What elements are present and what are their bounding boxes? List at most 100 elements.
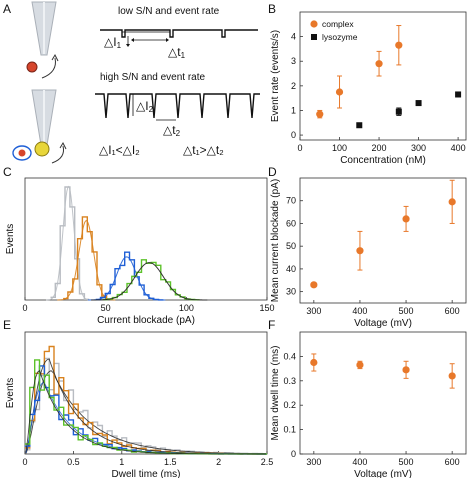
- x-tick-label: 500: [399, 306, 414, 316]
- panel-d-chart: 300 400 500 600 30 40 50 60 70 Voltage (mV) Mean c…: [270, 177, 467, 329]
- y-tick-label: 0.2: [283, 400, 296, 410]
- legend-marker: [310, 20, 318, 28]
- data-point-square: [356, 122, 363, 129]
- delta-i2-label: △I2: [136, 99, 154, 114]
- histogram-series: [25, 345, 267, 455]
- x-tick-label: 0.5: [67, 457, 80, 467]
- x-tick-label: 600: [445, 457, 460, 467]
- x-tick-label: 2: [216, 457, 221, 467]
- panel-b-frame: [299, 11, 467, 141]
- gaussian-fit: [87, 256, 166, 301]
- y-tick-label: 2: [291, 81, 296, 91]
- delta-t2-label: △t2: [163, 123, 181, 138]
- panel-d-frame: [299, 177, 467, 304]
- x-tick-label: 300: [306, 457, 321, 467]
- panel-b-chart: 0 100 200 300 400 0 1 2 3 4 Concentration (nM) Even…: [270, 11, 467, 166]
- panel-label-d: D: [268, 165, 277, 179]
- y-tick-label: 60: [286, 218, 296, 228]
- x-tick-label: 150: [259, 303, 274, 313]
- panel-label-b: B: [268, 2, 276, 16]
- x-tick-label: 100: [332, 143, 347, 153]
- schematic-bottom-title: high S/N and event rate: [100, 72, 206, 83]
- data-point: [395, 41, 403, 49]
- protein-molecule-icon: [26, 61, 38, 73]
- panel-label-f: F: [268, 318, 275, 332]
- panel-e-frame: [24, 331, 268, 455]
- x-tick-label: 400: [352, 457, 367, 467]
- nanoparticle-icon: [34, 141, 50, 157]
- y-tick-label: 50: [286, 241, 296, 251]
- x-axis-label: Dwell time (ms): [112, 469, 181, 478]
- x-axis-label: Voltage (mV): [354, 318, 412, 329]
- y-axis-label: Mean current blockade (pA): [270, 179, 281, 302]
- trace-low-sn: [100, 29, 258, 38]
- x-tick-label: 2.5: [261, 457, 274, 467]
- fit-curve: [25, 370, 266, 455]
- x-axis-label: Current blockade (pA): [97, 315, 195, 326]
- panel-f-chart: 300 400 500 600 0 0.1 0.2 0.3 0.4 Voltage (mV) Mea…: [270, 331, 467, 478]
- panel-label-a: A: [3, 2, 11, 16]
- data-point-square: [415, 100, 422, 107]
- x-tick-label: 1: [119, 457, 124, 467]
- y-axis-label: Events: [5, 224, 16, 255]
- x-axis-label: Concentration (nM): [340, 155, 426, 166]
- legend-label: lysozyme: [322, 32, 358, 42]
- y-tick-label: 0.4: [283, 351, 296, 361]
- gaussian-fit: [91, 262, 208, 301]
- histogram-series: [102, 259, 200, 301]
- histogram-series: [25, 365, 267, 455]
- x-tick-label: 100: [179, 303, 194, 313]
- panel-label-e: E: [3, 318, 11, 332]
- comparison-dwell: △t₁>△t₂: [183, 143, 224, 157]
- histogram-series: [25, 359, 267, 455]
- data-point: [448, 198, 456, 206]
- y-tick-label: 4: [291, 32, 296, 42]
- x-tick-label: 1.5: [164, 457, 177, 467]
- gaussian-fit: [45, 185, 92, 301]
- y-tick-label: 0: [291, 130, 296, 140]
- y-axis-label: Mean dwell time (ms): [270, 345, 281, 440]
- x-tick-label: 0: [297, 143, 302, 153]
- translocation-arrow-icon: [41, 57, 56, 79]
- comparison-current: △I₁<△I₂: [99, 143, 140, 157]
- x-tick-label: 400: [352, 306, 367, 316]
- y-axis-label: Events: [5, 378, 16, 409]
- data-point: [316, 110, 324, 118]
- x-tick-label: 400: [451, 143, 466, 153]
- schematic-panel-a: low S/N and event rate △I1 △t1 high S/N …: [12, 1, 260, 164]
- data-point: [448, 372, 456, 380]
- panel-f-frame: [299, 331, 467, 455]
- trace-high-sn: [95, 93, 260, 119]
- data-point: [402, 366, 410, 374]
- x-tick-label: 300: [411, 143, 426, 153]
- gaussian-fit: [57, 220, 116, 301]
- fit-curve: [25, 369, 266, 455]
- histogram-series: [50, 186, 90, 300]
- data-point: [310, 358, 318, 367]
- y-tick-label: 70: [286, 196, 296, 206]
- schematic-top-title: low S/N and event rate: [118, 6, 220, 17]
- x-axis-label: Voltage (mV): [354, 469, 412, 478]
- histogram-series: [63, 216, 112, 300]
- panel-e-chart: 0 0.5 1 1.5 2 2.5 Dwell time (ms) Events: [5, 331, 274, 478]
- x-tick-label: 0: [22, 303, 27, 313]
- data-point: [356, 361, 364, 369]
- y-tick-label: 0.1: [283, 425, 296, 435]
- y-tick-label: 0: [291, 449, 296, 459]
- data-point: [310, 281, 318, 289]
- x-tick-label: 0: [22, 457, 27, 467]
- fit-curve: [25, 358, 266, 455]
- x-tick-label: 500: [399, 457, 414, 467]
- data-point: [375, 60, 383, 68]
- data-point: [402, 215, 410, 223]
- y-tick-label: 30: [286, 287, 296, 297]
- delta-t1-label: △t1: [168, 45, 186, 60]
- histogram-series: [25, 357, 267, 455]
- y-tick-label: 0.3: [283, 376, 296, 386]
- y-tick-label: 1: [291, 105, 296, 115]
- y-axis-label: Event rate (events/s): [270, 30, 281, 122]
- panel-c-chart: 0 50 100 150 Current blockade (pA) Events: [5, 177, 275, 326]
- legend-marker-square: [311, 34, 317, 40]
